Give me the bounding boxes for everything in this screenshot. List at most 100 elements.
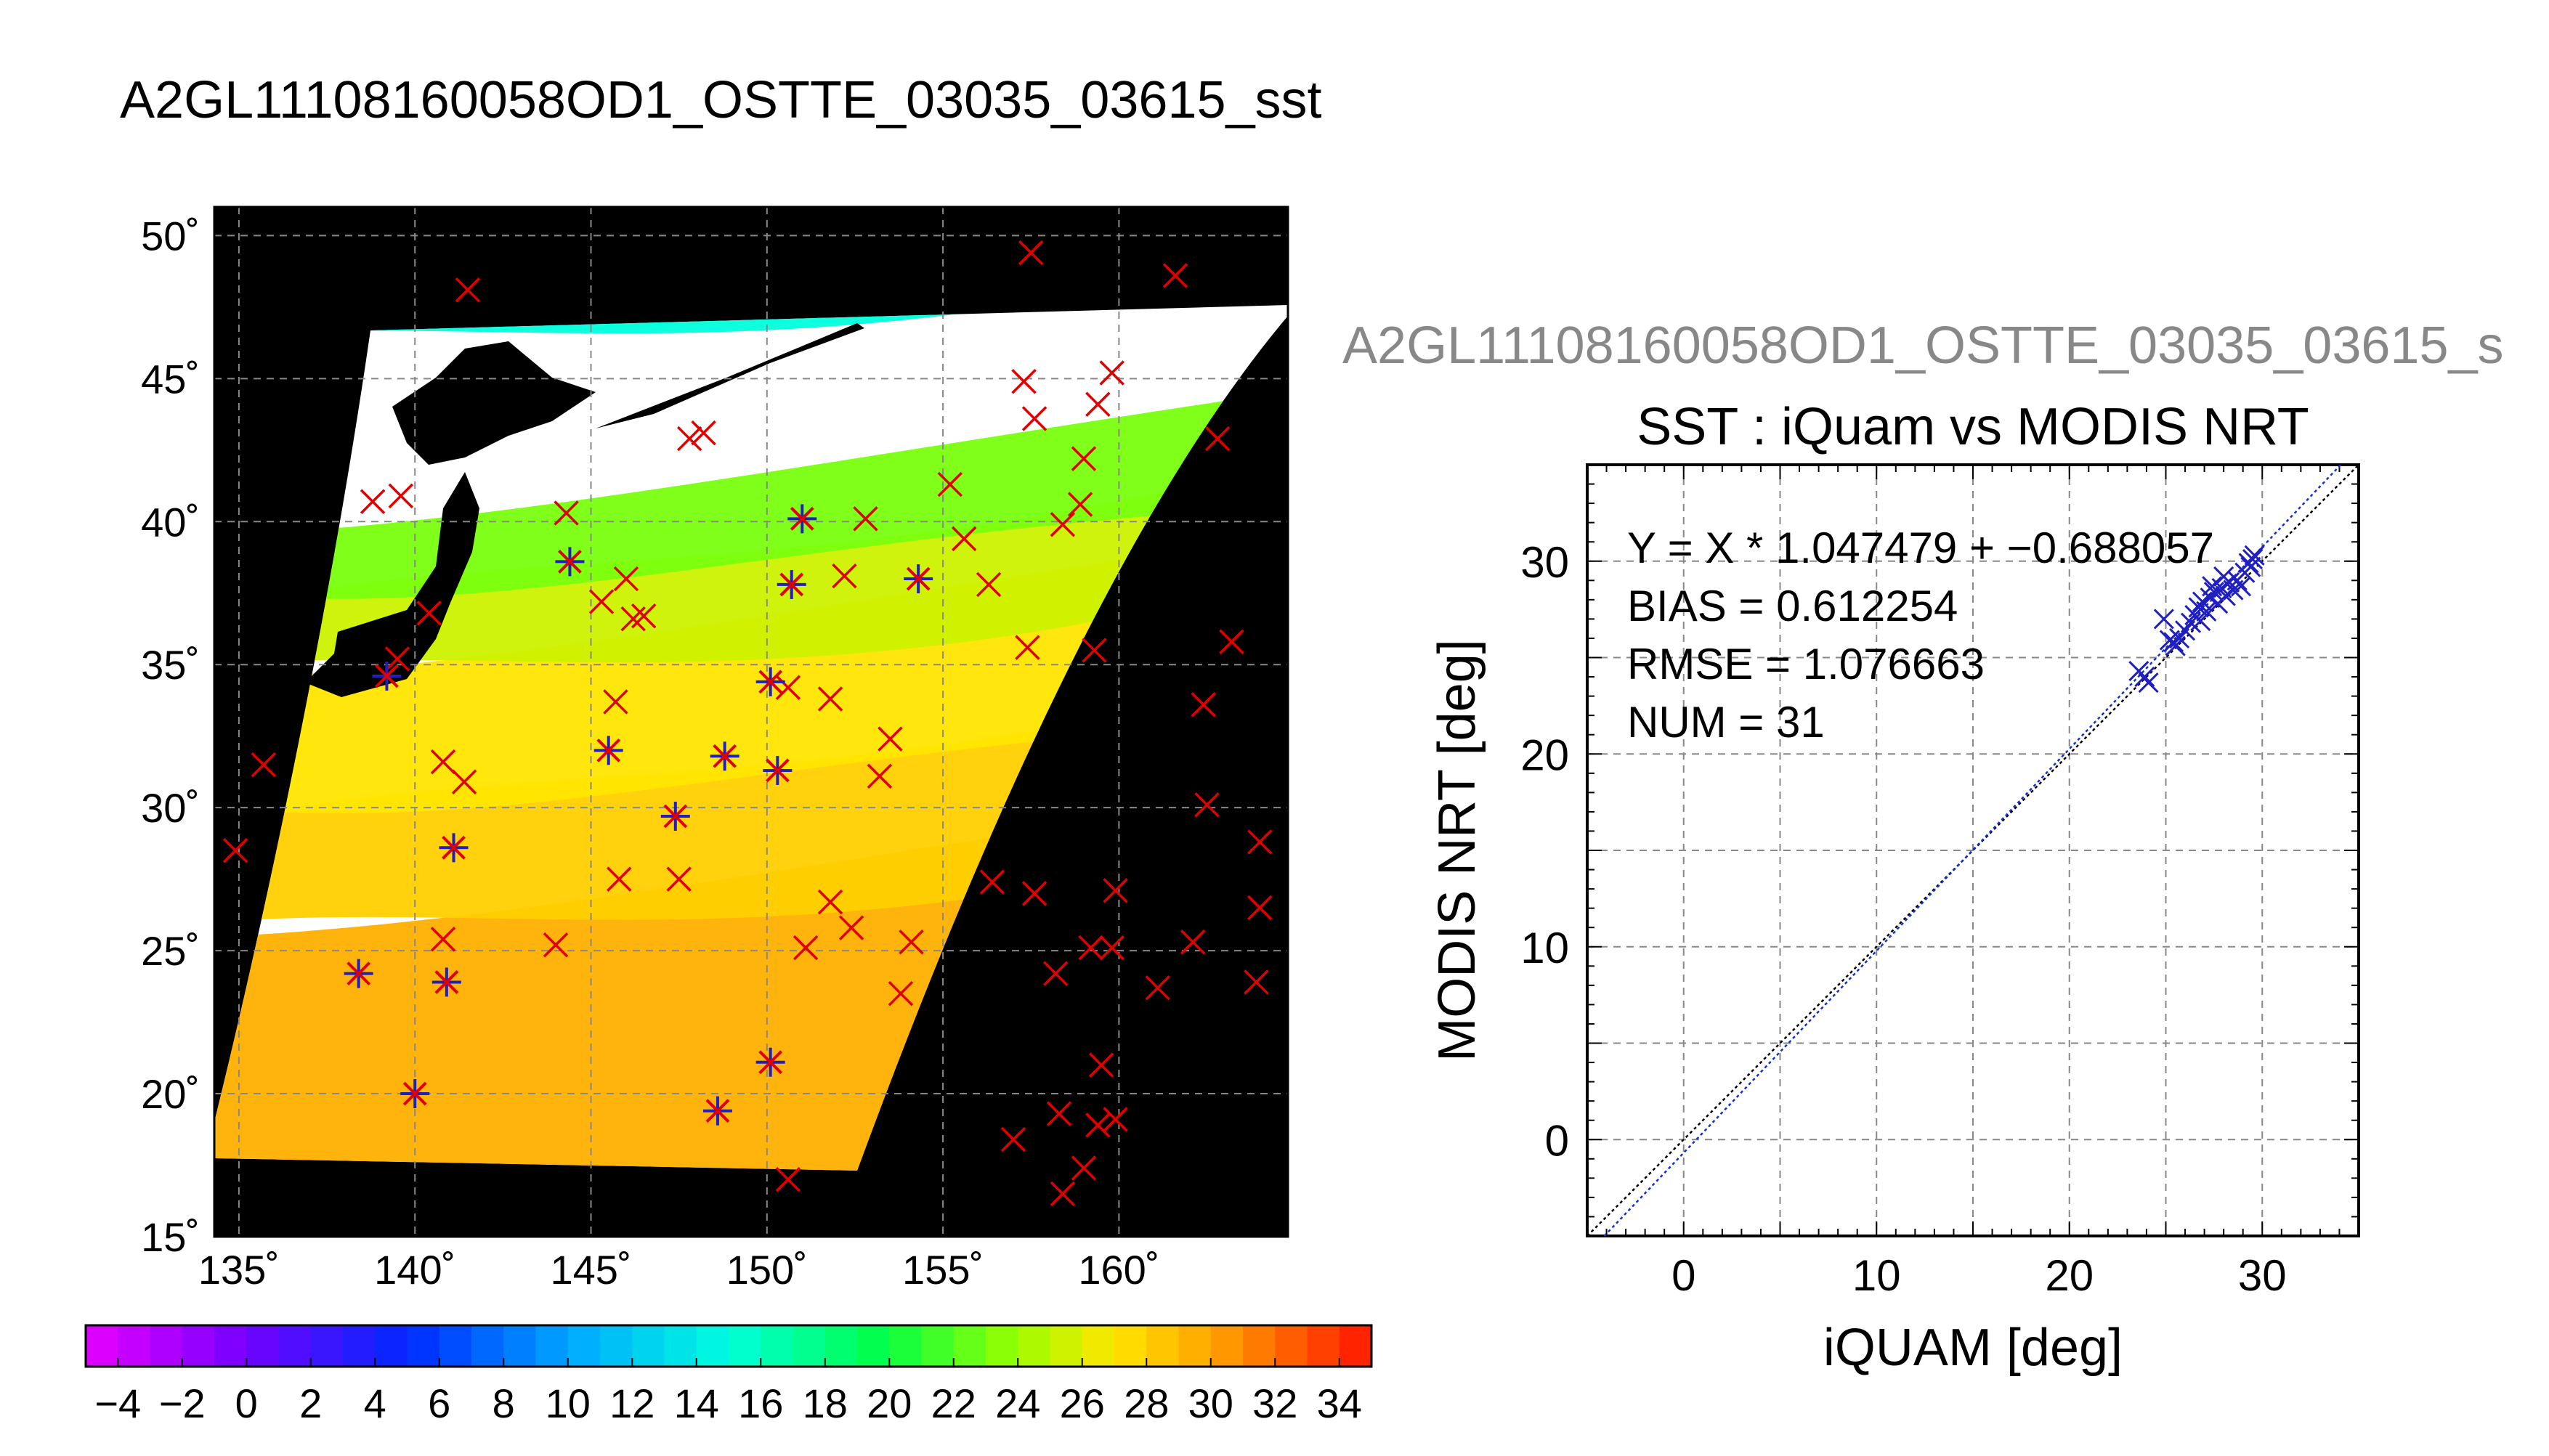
- scatter-x-tick-label: 20: [2045, 1251, 2094, 1300]
- colorbar-segment: [793, 1325, 826, 1367]
- map-markers: [222, 240, 1273, 1207]
- sst-band: [214, 391, 1288, 599]
- iquam-marker: [1046, 1101, 1072, 1126]
- colorbar-segment: [86, 1325, 119, 1367]
- iquam-marker: [899, 930, 924, 955]
- map-y-tick-label: 25˚: [141, 928, 200, 974]
- colorbar-segment: [889, 1325, 923, 1367]
- land-kuril: [596, 323, 864, 428]
- colorbar-tick-label: 10: [546, 1380, 591, 1426]
- iquam-marker: [1050, 1181, 1076, 1207]
- iquam-marker: [1103, 878, 1128, 903]
- sst-band: [214, 463, 1288, 665]
- colorbar-tick-label: 12: [609, 1380, 655, 1426]
- iquam-marker: [1011, 369, 1037, 394]
- iquam-marker: [937, 471, 963, 497]
- iquam-marker: [1082, 638, 1107, 663]
- scatter-x-tick-label: 30: [2238, 1251, 2287, 1300]
- land-northwest: [370, 211, 436, 330]
- colorbar-segment: [1243, 1325, 1276, 1367]
- iquam-marker: [1099, 360, 1124, 386]
- map-x-tick-label: 150˚: [726, 1247, 808, 1293]
- iquam-marker: [1015, 635, 1040, 660]
- iquam-marker: [430, 749, 456, 775]
- colorbar-tick-label: 28: [1124, 1380, 1169, 1426]
- scatter-point: [2244, 545, 2265, 566]
- iquam-marker: [1219, 629, 1244, 654]
- colorbar-tick-label: 34: [1317, 1380, 1362, 1426]
- scatter-point: [2153, 609, 2174, 630]
- iquam-marker: [1247, 895, 1273, 921]
- matched-marker: [710, 741, 739, 771]
- iquam-marker: [1162, 263, 1188, 288]
- iquam-marker: [1247, 829, 1273, 855]
- scatter-x-axis-label: iQUAM [deg]: [1823, 1319, 2123, 1377]
- land-masses: [305, 211, 952, 697]
- iquam-marker: [1194, 792, 1220, 818]
- iquam-marker: [666, 866, 692, 892]
- matched-marker: [763, 755, 793, 785]
- colorbar-tick-label: 18: [803, 1380, 848, 1426]
- iquam-marker: [888, 980, 914, 1006]
- iquam-marker: [1021, 881, 1047, 906]
- colorbar-segment: [1339, 1325, 1372, 1367]
- iquam-marker: [951, 526, 977, 552]
- scatter-point: [2196, 601, 2217, 622]
- colorbar-segment: [921, 1325, 955, 1367]
- scatter-panel: SST : iQuam vs MODIS NRT Y = X * 1.04747…: [1428, 398, 2360, 1377]
- scatter-stat-line: RMSE = 1.076663: [1627, 640, 1985, 688]
- colorbar-tick-label: 20: [867, 1380, 912, 1426]
- iquam-marker: [1145, 975, 1170, 1001]
- iquam-marker: [1085, 391, 1111, 418]
- colorbar-tick-label: 6: [428, 1380, 450, 1426]
- colorbar-segment: [857, 1325, 891, 1367]
- colorbar-tick-label: 0: [235, 1380, 258, 1426]
- colorbar-segment: [214, 1325, 248, 1367]
- colorbar-segment: [1210, 1325, 1244, 1367]
- map-y-tick-label: 20˚: [141, 1071, 200, 1117]
- scatter-y-tick-labels: 0 10 20 30: [1520, 538, 1569, 1166]
- colorbar-segment: [118, 1325, 151, 1367]
- iquam-marker: [817, 686, 843, 712]
- matched-marker: [593, 736, 623, 765]
- map-x-tick-label: 135˚: [198, 1247, 280, 1293]
- sst-colorbar: −4 −2 0 2 4 6 8 10 12 14 16 18 20 22 24 26 28 30 32 34: [84, 1324, 1373, 1426]
- colorbar-tick-label: −2: [159, 1380, 206, 1426]
- iquam-marker: [676, 426, 702, 452]
- colorbar-segment: [310, 1325, 344, 1367]
- matched-marker: [660, 801, 690, 831]
- iquam-marker: [222, 838, 248, 863]
- iquam-marker: [691, 420, 716, 446]
- scatter-point: [2134, 666, 2155, 688]
- scatter-point: [2202, 576, 2223, 597]
- iquam-marker: [1191, 692, 1216, 717]
- iquam-marker: [1180, 930, 1206, 955]
- colorbar-segment: [1146, 1325, 1180, 1367]
- colorbar-segment: [761, 1325, 794, 1367]
- matched-marker: [431, 967, 461, 997]
- colorbar-segment: [1275, 1325, 1308, 1367]
- scatter-point: [2242, 549, 2264, 570]
- iquam-marker: [613, 566, 639, 592]
- scatter-stat-line: BIAS = 0.612254: [1627, 582, 1958, 630]
- scatter-x-tick-labels: 0 10 20 30: [1671, 1251, 2287, 1300]
- colorbar-segment: [439, 1325, 472, 1367]
- scatter-stat-line: Y = X * 1.047479 + −0.688057: [1627, 524, 2214, 572]
- scatter-title: SST : iQuam vs MODIS NRT: [1637, 398, 2309, 456]
- iquam-marker: [793, 935, 819, 961]
- scatter-stat-line: NUM = 31: [1627, 698, 1825, 747]
- iquam-marker: [832, 563, 857, 589]
- map-x-tick-label: 145˚: [550, 1247, 631, 1293]
- map-y-tick-label: 35˚: [141, 642, 200, 688]
- sst-map-panel: 135˚ 140˚ 145˚ 150˚ 155˚ 160˚ 15˚ 20˚ 25˚ 30˚ 35˚…: [141, 206, 1289, 1293]
- matched-marker: [755, 1047, 785, 1077]
- iquam-marker: [1088, 1052, 1114, 1078]
- map-y-tick-label: 50˚: [141, 213, 200, 259]
- matched-marker: [777, 569, 806, 599]
- iquam-marker: [878, 726, 903, 752]
- iquam-marker: [1071, 1155, 1097, 1181]
- matched-marker: [344, 959, 373, 988]
- colorbar-frame: [84, 1324, 1373, 1368]
- colorbar-tick-label: 26: [1060, 1380, 1105, 1426]
